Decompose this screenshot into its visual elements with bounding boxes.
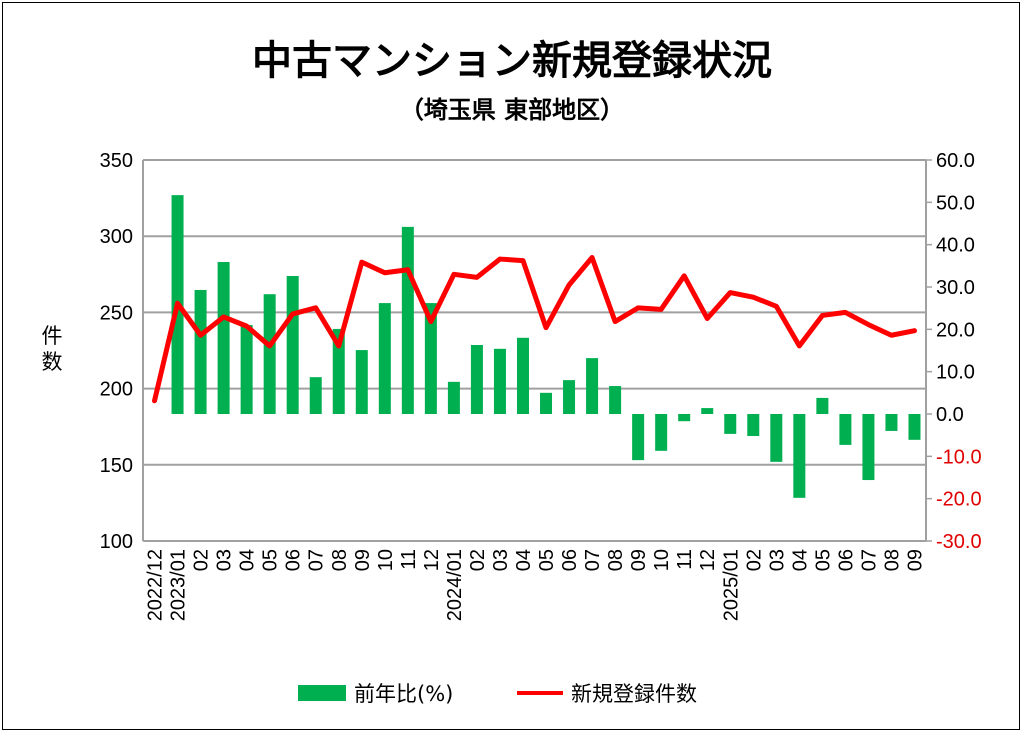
chart-subtitle: （埼玉県 東部地区） xyxy=(399,96,625,124)
x-tick-label: 12 xyxy=(421,549,443,571)
y2-tick-label: 50.0 xyxy=(936,192,975,214)
bar-yoy xyxy=(470,344,483,414)
bar-yoy xyxy=(678,414,691,422)
bar-yoy xyxy=(793,414,806,498)
y2-tick-label: 0.0 xyxy=(936,404,964,426)
y-axis-label-char: 件 xyxy=(42,324,63,348)
legend-item-yoy: 前年比(%) xyxy=(298,678,453,708)
y-tick-label: 100 xyxy=(100,531,133,553)
x-tick-label: 04 xyxy=(513,549,535,571)
y-tick-label: 300 xyxy=(100,226,133,248)
bar-yoy xyxy=(862,414,875,481)
y-tick-label: 200 xyxy=(100,379,133,401)
bar-yoy xyxy=(355,350,368,414)
x-tick-label: 03 xyxy=(766,549,788,571)
y2-tick-label: -30.0 xyxy=(936,531,982,553)
x-tick-label: 07 xyxy=(858,549,880,571)
bar-yoy xyxy=(401,226,414,414)
y2-tick-label: 30.0 xyxy=(936,277,975,299)
x-tick-label: 04 xyxy=(789,549,811,571)
bar-yoy xyxy=(286,275,299,414)
x-tick-label: 2024/01 xyxy=(444,549,466,621)
bar-yoy xyxy=(885,414,898,431)
legend-bar-swatch xyxy=(298,685,346,701)
bar-yoy xyxy=(816,397,829,414)
x-tick-label: 08 xyxy=(605,549,627,571)
x-tick-label: 02 xyxy=(191,549,213,571)
bar-yoy xyxy=(194,289,207,414)
bar-yoy xyxy=(217,262,230,414)
y2-tick-label: 40.0 xyxy=(936,235,975,257)
chart-title: 中古マンション新規登録状況 xyxy=(252,38,772,84)
bar-yoy xyxy=(240,325,253,414)
x-tick-label: 03 xyxy=(490,549,512,571)
bar-yoy xyxy=(263,294,276,414)
x-tick-label: 08 xyxy=(329,549,351,571)
y-tick-label: 350 xyxy=(100,150,133,172)
x-tick-label: 07 xyxy=(582,549,604,571)
bar-yoy xyxy=(632,414,645,461)
bar-yoy xyxy=(655,414,668,451)
x-tick-label: 09 xyxy=(904,549,926,571)
bar-yoy xyxy=(424,303,437,414)
bar-yoy xyxy=(309,377,322,414)
legend-label-count: 新規登録件数 xyxy=(571,682,697,706)
bar-yoy xyxy=(839,414,852,445)
x-tick-label: 11 xyxy=(674,549,696,570)
y-tick-label: 250 xyxy=(100,302,133,324)
y-axis-label-char: 数 xyxy=(42,350,63,374)
x-tick-label: 10 xyxy=(651,549,673,571)
bar-yoy xyxy=(701,408,714,414)
x-tick-label: 08 xyxy=(881,549,903,571)
x-tick-label: 05 xyxy=(812,549,834,571)
legend: 前年比(%) 新規登録件数 xyxy=(0,678,1024,708)
x-tick-label: 02 xyxy=(743,549,765,571)
line-registrations xyxy=(152,255,917,404)
x-tick-label: 06 xyxy=(835,549,857,571)
x-tick-label: 2023/01 xyxy=(168,549,190,621)
bar-yoy xyxy=(563,380,576,414)
bar-yoy xyxy=(586,358,599,414)
y2-tick-label: 10.0 xyxy=(936,362,975,384)
x-tick-label: 2022/12 xyxy=(145,549,167,621)
x-tick-label: 02 xyxy=(467,549,489,571)
x-tick-label: 06 xyxy=(283,549,305,571)
y2-tick-label: -20.0 xyxy=(936,489,982,511)
x-tick-label: 09 xyxy=(352,549,374,571)
bar-yoy xyxy=(332,328,345,414)
bar-yoy xyxy=(516,337,529,414)
y2-tick-label: 60.0 xyxy=(936,150,975,172)
x-tick-label: 05 xyxy=(260,549,282,571)
x-tick-label: 11 xyxy=(398,549,420,570)
legend-line-swatch xyxy=(517,691,563,695)
legend-item-count: 新規登録件数 xyxy=(517,678,697,708)
x-tick-label: 04 xyxy=(237,549,259,571)
y2-tick-label: 20.0 xyxy=(936,319,975,341)
y-tick-label: 150 xyxy=(100,455,133,477)
legend-label-yoy: 前年比(%) xyxy=(354,682,454,706)
x-tick-label: 03 xyxy=(214,549,236,571)
x-tick-label: 09 xyxy=(628,549,650,571)
x-tick-label: 12 xyxy=(697,549,719,571)
bar-yoy xyxy=(447,381,460,414)
x-tick-label: 2025/01 xyxy=(720,549,742,621)
bar-yoy xyxy=(747,414,760,437)
bar-yoy xyxy=(609,386,622,414)
x-tick-label: 06 xyxy=(559,549,581,571)
bar-yoy xyxy=(540,392,553,414)
bar-yoy xyxy=(493,348,506,414)
x-tick-label: 10 xyxy=(375,549,397,571)
x-tick-label: 07 xyxy=(306,549,328,571)
bar-yoy xyxy=(770,414,783,462)
bar-yoy xyxy=(378,303,391,414)
bar-yoy xyxy=(724,414,737,434)
x-tick-label: 05 xyxy=(536,549,558,571)
y2-tick-label: -10.0 xyxy=(936,446,982,468)
bar-yoy xyxy=(908,414,921,440)
